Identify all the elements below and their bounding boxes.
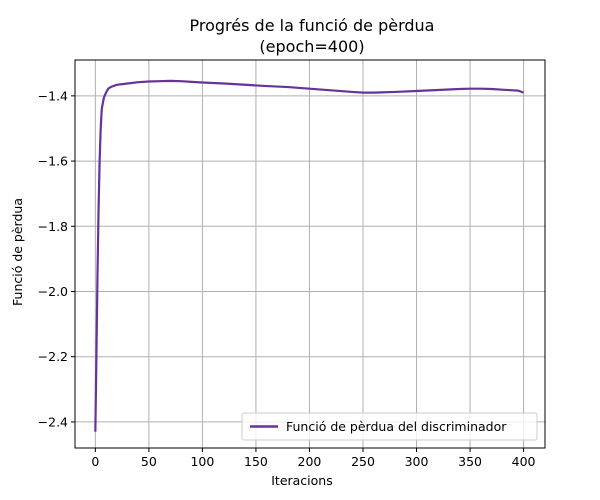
legend-box [241,412,538,441]
x-tick-label: 150 [244,454,268,469]
x-axis-label: Iteracions [271,473,333,488]
plot-frame [74,59,546,449]
x-tick-label: 350 [458,454,482,469]
chart-title-line2: (epoch=400) [259,37,364,56]
y-tick-label: −2.4 [38,414,68,429]
series-line [94,79,524,432]
grid [75,60,545,448]
x-tick-label: 250 [351,454,375,469]
y-tick-label: −2.2 [38,349,68,364]
y-tick-label: −1.8 [38,219,68,234]
y-tick-label: −1.6 [38,154,68,169]
x-tick-label: 300 [405,454,429,469]
legend-label: Funció de pèrdua del discriminador [286,419,507,434]
y-tick-label: −1.4 [38,88,68,103]
y-tick-label: −2.0 [38,284,68,299]
chart-title-line1: Progrés de la funció de pèrdua [190,16,435,35]
x-tick-label: 400 [512,454,536,469]
series-layer [94,79,524,432]
x-tick-label: 50 [141,454,157,469]
y-axis-label: Funció de pèrdua [10,198,25,306]
ticks: 0 50 100 150 200 250 300 350 400 −2.4 −2.2 −2.0 −1.8… [38,88,536,469]
x-tick-label: 100 [190,454,214,469]
legend: Funció de pèrdua del discriminador [241,412,538,441]
x-tick-label: 0 [91,454,99,469]
x-tick-label: 200 [298,454,322,469]
